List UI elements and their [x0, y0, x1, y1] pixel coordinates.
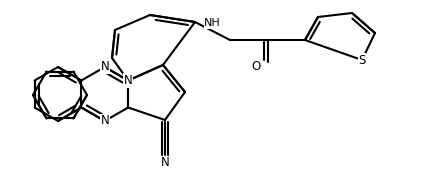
- Text: NH: NH: [204, 18, 221, 28]
- Text: N: N: [100, 61, 109, 74]
- Text: O: O: [252, 61, 261, 74]
- Text: N: N: [161, 157, 169, 170]
- Text: N: N: [124, 74, 132, 87]
- Text: S: S: [358, 54, 366, 67]
- Text: N: N: [100, 114, 109, 127]
